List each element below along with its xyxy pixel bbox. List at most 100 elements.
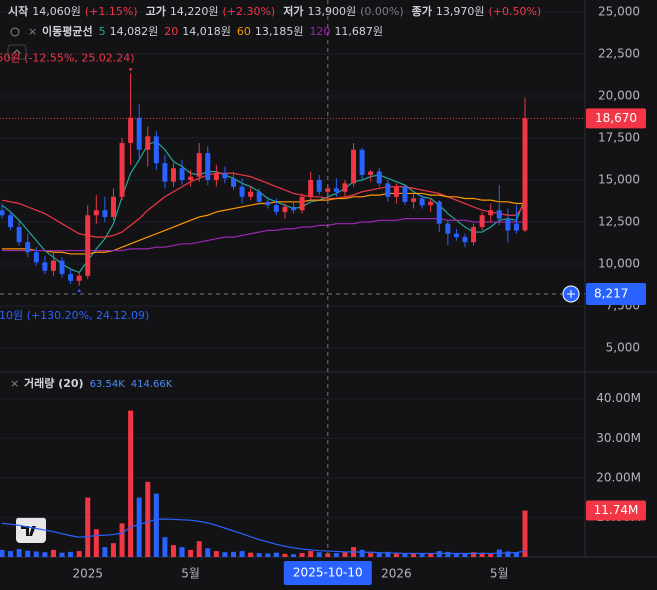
volume-bar: [522, 510, 528, 557]
y-tick-label: 17,500: [598, 130, 640, 144]
legend-text: 고가: [146, 4, 166, 18]
volume-bar: [213, 551, 219, 557]
volume-bar: [376, 552, 382, 557]
candle-body: [8, 215, 14, 228]
volume-bar: [85, 497, 91, 557]
volume-bar: [385, 551, 391, 557]
candle-body: [170, 168, 176, 182]
candle-body: [33, 252, 39, 263]
candle-body: [445, 223, 451, 234]
volume-bar: [291, 554, 297, 557]
candle-body: [411, 198, 417, 202]
candle-body: [68, 274, 74, 281]
legend-text: 거래량 (20): [24, 376, 84, 390]
last-price-label: 18,670: [595, 111, 637, 125]
candle-body: [471, 227, 477, 243]
legend-text: 60: [237, 25, 251, 38]
volume-bar: [282, 553, 288, 557]
candle-body: [265, 201, 271, 206]
candle-body: [85, 215, 91, 276]
volume-bar: [256, 553, 262, 557]
candle-body: [239, 186, 245, 197]
close-icon[interactable]: ×: [10, 377, 19, 390]
legend-text: 14,018원: [182, 25, 231, 38]
legend-text: (+2.30%): [222, 5, 275, 18]
volume-bar: [76, 551, 82, 557]
last-price-box: [586, 108, 646, 129]
volume-bar: [368, 553, 374, 557]
candle-body: [153, 136, 159, 164]
legend-icons: × ×: [7, 25, 37, 390]
legend-text: 시작: [8, 4, 28, 18]
candle-body: [213, 173, 219, 180]
volume-bar: [230, 551, 236, 557]
volume-bar: [316, 552, 322, 557]
legend-text: 14,220원: [170, 5, 219, 18]
volume-bar: [419, 553, 425, 557]
volume-bar: [162, 537, 168, 557]
volume-bar: [513, 552, 519, 557]
candle-body: [419, 198, 425, 206]
volume-bar: [196, 541, 202, 557]
candle-body: [110, 196, 116, 217]
candle-body: [76, 275, 82, 281]
crosshair-x-label: 2025-10-10: [293, 566, 363, 580]
x-tick-label: 5월: [490, 567, 509, 581]
volume-bar: [145, 481, 151, 557]
volume-bar: [479, 552, 485, 557]
volume-bar: [205, 548, 211, 557]
candle-body: [436, 201, 442, 224]
candle-body: [342, 183, 348, 192]
volume-bar: [299, 553, 305, 557]
volume-last-box: [586, 500, 646, 521]
candle-body: [299, 196, 305, 211]
chevron: [12, 49, 22, 55]
volume-bar: [505, 551, 511, 557]
legend-text: 63.54K: [90, 379, 126, 390]
candle-body: [393, 186, 399, 197]
volume-bar: [153, 493, 159, 557]
volume-bar: [222, 552, 228, 557]
candle-body: [376, 171, 382, 184]
candle-body: [0, 210, 5, 216]
candle-body: [385, 183, 391, 197]
volume-bar: [188, 549, 194, 557]
volume-bar: [411, 553, 417, 557]
crosshair-x-box: [283, 561, 372, 585]
candle-body: [179, 168, 185, 180]
candle-body: [16, 227, 22, 243]
volume-bar: [239, 551, 245, 557]
volume-bar: [265, 553, 271, 557]
candle-body: [522, 118, 528, 231]
y-tick-label: 30.00M: [596, 431, 641, 445]
legend-text: 120: [309, 25, 330, 38]
volume-bar: [453, 553, 459, 557]
legend-text: 14,060원: [32, 5, 81, 18]
volume-bar: [428, 553, 434, 557]
volume-bar: [110, 543, 116, 557]
y-tick-label: 20.00M: [596, 470, 641, 484]
volume-bar: [128, 410, 134, 557]
logo-mark: [21, 526, 36, 536]
candle-body: [136, 117, 142, 150]
volume-ma-line: [1, 518, 526, 555]
collapse-button[interactable]: [7, 44, 27, 60]
volume-bar: [68, 551, 74, 557]
candle-body: [196, 153, 202, 177]
y-tick-label: 10,000: [598, 256, 640, 270]
eye-icon[interactable]: [10, 27, 20, 37]
close-icon[interactable]: ×: [28, 25, 37, 38]
candle-body: [368, 171, 374, 175]
volume-bar: [359, 549, 365, 557]
y-tick-label: 25,000: [598, 4, 640, 18]
candle-body: [359, 149, 365, 175]
candle-body: [428, 201, 434, 206]
crosshair-y-label: 8,217: [594, 286, 628, 300]
volume-bar: [248, 552, 254, 557]
candle-body: [188, 176, 194, 180]
annotation-label: 110원 (+130.20%, 24.12.09): [0, 309, 149, 322]
volume-bar: [170, 545, 176, 557]
annotation-marker: [128, 68, 133, 72]
volume-bar: [119, 523, 125, 557]
